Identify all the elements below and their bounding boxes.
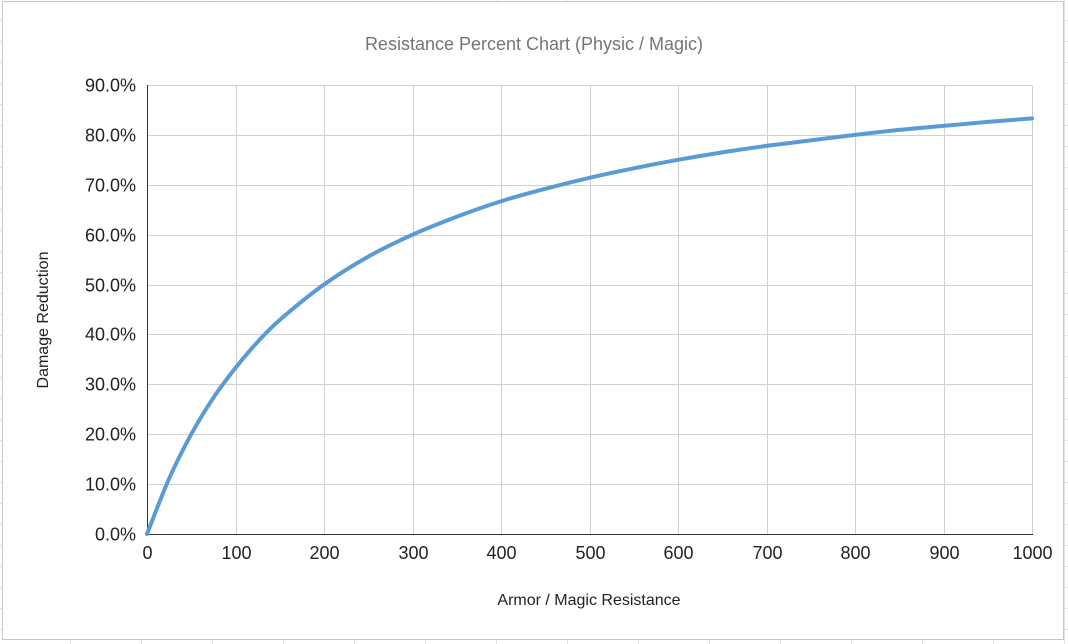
y-tick-label: 80.0%: [85, 126, 136, 146]
x-tick-label: 800: [840, 543, 870, 563]
chart-axes: [147, 85, 1033, 535]
y-tick-label: 70.0%: [85, 176, 136, 196]
x-tick-label: 100: [221, 543, 251, 563]
y-axis-title: Damage Reduction: [35, 252, 52, 389]
chart-gridlines: [147, 85, 1033, 534]
y-tick-label: 10.0%: [85, 475, 136, 495]
x-tick-label: 200: [309, 543, 339, 563]
x-axis-tick-labels: 0 100 200 300 400 500 600 700 800 900 1000: [142, 543, 1052, 563]
x-tick-label: 1000: [1012, 543, 1052, 563]
chart-title: Resistance Percent Chart (Physic / Magic…: [365, 34, 703, 54]
x-axis-title: Armor / Magic Resistance: [497, 592, 680, 609]
x-tick-label: 500: [575, 543, 605, 563]
y-tick-label: 50.0%: [85, 276, 136, 296]
y-tick-label: 20.0%: [85, 425, 136, 445]
y-tick-label: 0.0%: [95, 525, 136, 545]
x-tick-label: 400: [486, 543, 516, 563]
x-tick-label: 700: [752, 543, 782, 563]
series-line: [145, 116, 1034, 536]
x-tick-label: 0: [142, 543, 152, 563]
y-tick-label: 30.0%: [85, 375, 136, 395]
y-axis-tick-labels: 0.0% 10.0% 20.0% 30.0% 40.0% 50.0% 60.0% 70.0% 8…: [85, 76, 136, 545]
x-tick-label: 300: [398, 543, 428, 563]
chart-series: [145, 116, 1034, 536]
x-tick-label: 600: [663, 543, 693, 563]
y-tick-label: 90.0%: [85, 76, 136, 96]
y-tick-label: 40.0%: [85, 325, 136, 345]
y-tick-label: 60.0%: [85, 226, 136, 246]
x-tick-label: 900: [929, 543, 959, 563]
